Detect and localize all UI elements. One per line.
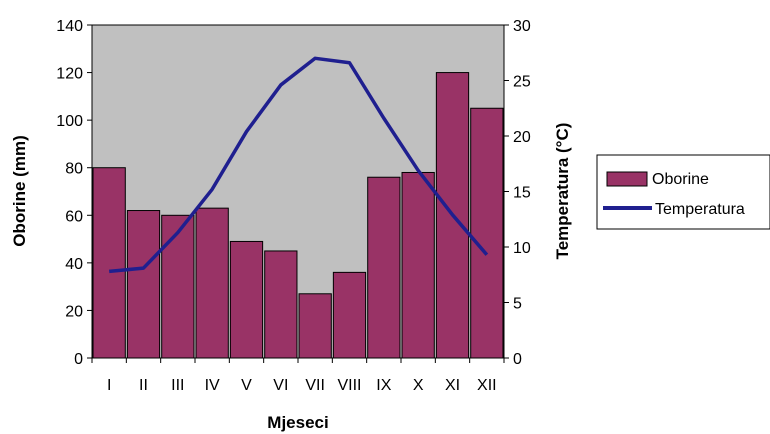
x-tick-label-vi: VI <box>273 377 288 394</box>
x-tick-label-xi: XI <box>445 377 460 394</box>
y-right-title: Temperatura (°C) <box>553 123 572 260</box>
x-tick-label-ii: II <box>139 377 148 394</box>
y-left-tick-label: 100 <box>56 113 83 130</box>
bars-group <box>92 72 504 359</box>
x-tick-label-ix: IX <box>376 377 391 394</box>
x-tick-label-xii: XII <box>477 377 497 394</box>
x-tick-label-v: V <box>241 377 252 394</box>
bar-vi <box>264 250 298 359</box>
bar-vii <box>298 293 332 359</box>
x-tick-label-iv: IV <box>205 377 220 394</box>
line-group <box>109 56 489 274</box>
axes-group <box>87 24 509 363</box>
y-right-tick-label: 25 <box>513 74 531 91</box>
bar-x <box>401 171 435 359</box>
y-right-tick-label: 10 <box>513 240 531 257</box>
y-left-tick-label: 140 <box>56 18 83 35</box>
bar-v <box>229 240 264 359</box>
y-left-tick-label: 20 <box>65 303 83 320</box>
y-right-tick-label: 30 <box>513 18 531 35</box>
bar-iii <box>161 214 195 359</box>
y-right-tick-label: 0 <box>513 351 522 368</box>
y-right-tick-label: 20 <box>513 129 531 146</box>
x-tick-label-x: X <box>413 377 424 394</box>
bar-ii <box>126 210 161 359</box>
x-tick-label-iii: III <box>171 377 184 394</box>
temperature-line <box>109 56 489 274</box>
bar-i <box>92 167 126 359</box>
y-left-title: Oborine (mm) <box>10 135 29 246</box>
x-tick-label-i: I <box>107 377 111 394</box>
legend-label-oborine: Oborine <box>652 171 709 188</box>
legend-swatch-oborine <box>606 171 648 187</box>
legend: Oborine Temperatura <box>596 154 770 230</box>
y-left-tick-label: 120 <box>56 66 83 83</box>
x-axis-title: Mjeseci <box>267 413 328 432</box>
y-right-tick-label: 5 <box>513 296 522 313</box>
bar-xii <box>470 107 504 359</box>
y-left-tick-label: 80 <box>65 161 83 178</box>
bar-iv <box>195 207 229 359</box>
y-right-tick-label: 15 <box>513 185 531 202</box>
x-tick-label-viii: VIII <box>337 377 361 394</box>
x-tick-label-vii: VII <box>305 377 325 394</box>
bar-ix <box>367 176 401 359</box>
y-left-tick-label: 40 <box>65 256 83 273</box>
bar-viii <box>332 271 367 359</box>
legend-box <box>596 154 770 230</box>
y-left-tick-label: 0 <box>74 351 83 368</box>
legend-label-temperatura: Temperatura <box>655 201 745 218</box>
y-left-tick-label: 60 <box>65 208 83 225</box>
